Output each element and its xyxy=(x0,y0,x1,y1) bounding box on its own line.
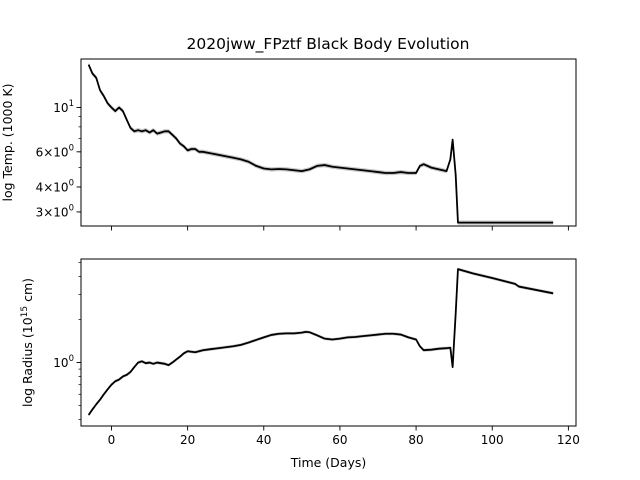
y-tick-label: 4×100 xyxy=(36,178,74,194)
x-tick-label: 0 xyxy=(108,433,116,447)
y-axis-label: log Temp. (1000 K) xyxy=(0,83,15,201)
y-tick-label: 101 xyxy=(53,99,74,115)
x-tick-label: 120 xyxy=(557,433,580,447)
x-tick-label: 40 xyxy=(256,433,271,447)
x-tick-label: 80 xyxy=(408,433,423,447)
x-axis-label: Time (Days) xyxy=(290,455,367,470)
temperature-panel: 101 6×100 4×100 3×100 log Temp. (1000 K) xyxy=(0,58,577,231)
plot-frame xyxy=(80,258,577,427)
y-tick-label: 3×100 xyxy=(36,203,74,219)
y-axis-label: log Radius (1015 cm) xyxy=(20,278,35,407)
chart-title: 2020jww_FPztf Black Body Evolution xyxy=(187,35,470,54)
series-0-line xyxy=(87,64,554,224)
x-tick-label: 20 xyxy=(180,433,195,447)
radius-panel: 0 20 40 60 80 100 120 100 log Radius (1015 cm) Ti… xyxy=(20,258,580,470)
plot-frame xyxy=(80,58,577,227)
x-tick-label: 60 xyxy=(332,433,347,447)
x-tick-label: 100 xyxy=(481,433,504,447)
series-0-line xyxy=(87,268,554,416)
y-tick-label: 100 xyxy=(53,354,74,370)
y-tick-label: 6×100 xyxy=(36,143,74,159)
